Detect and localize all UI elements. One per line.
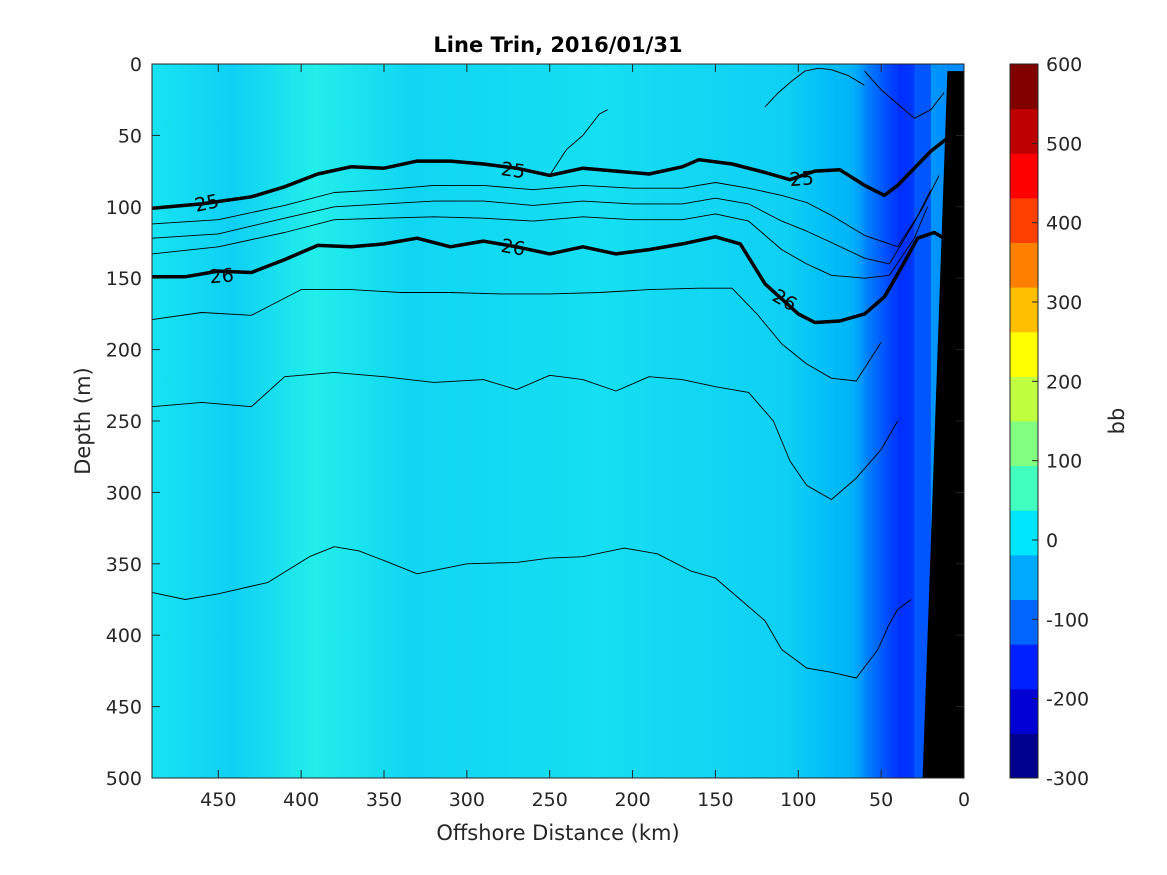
y-tick-label: 300 — [106, 482, 142, 504]
contour-line-thin — [152, 175, 940, 248]
y-tick-label: 400 — [106, 625, 142, 647]
contour-line-thin — [152, 206, 928, 279]
x-tick-label: 400 — [283, 789, 319, 811]
x-tick-label: 150 — [697, 789, 733, 811]
plot-area — [152, 64, 964, 778]
contour-label-26: 26 — [209, 264, 235, 288]
colorbar-tick-label: 600 — [1046, 54, 1082, 76]
y-axis: 0 50 100 150 200 250 300 350 400 450 500 — [106, 54, 964, 790]
colorbar-segment — [1010, 421, 1038, 467]
contour-line-thin — [549, 109, 608, 176]
colorbar-segment — [1010, 197, 1038, 243]
contour-line-thin — [152, 287, 882, 382]
chart-title: Line Trin, 2016/01/31 — [433, 33, 682, 57]
colorbar-segment — [1010, 510, 1038, 556]
y-tick-label: 250 — [106, 411, 142, 433]
y-tick-label: 150 — [106, 268, 142, 290]
colorbar-segment — [1010, 287, 1038, 333]
colorbar-tick-label: 100 — [1046, 451, 1082, 473]
colorbar-segment — [1010, 376, 1038, 422]
y-tick-label: 200 — [106, 340, 142, 362]
y-tick-label: 450 — [106, 697, 142, 719]
colorbar-tick-label: 200 — [1046, 371, 1082, 393]
x-tick-label: 100 — [780, 789, 816, 811]
field-background — [152, 64, 964, 778]
colorbar-segment — [1010, 64, 1038, 110]
x-tick-label: 450 — [200, 789, 236, 811]
colorbar-segment — [1010, 153, 1038, 199]
colorbar-segment — [1010, 644, 1038, 690]
contour-label-25: 25 — [500, 158, 527, 183]
y-tick-label: 0 — [130, 54, 142, 76]
colorbar-segment — [1010, 733, 1038, 779]
contour-line-thin — [764, 67, 865, 108]
colorbar-tick-label: -200 — [1046, 689, 1089, 711]
contour-line-thin — [152, 371, 899, 500]
x-axis-label: Offshore Distance (km) — [436, 821, 679, 845]
colorbar-segment — [1010, 599, 1038, 645]
colorbar-segment — [1010, 331, 1038, 377]
y-axis-label: Depth (m) — [71, 367, 95, 474]
band-2 — [897, 64, 931, 778]
colorbar-segment — [1010, 108, 1038, 154]
x-axis: 450 400 350 300 250 200 150 100 50 0 — [200, 64, 970, 811]
x-tick-label: 250 — [532, 789, 568, 811]
colorbar-tick-label: 400 — [1046, 213, 1082, 235]
colorbar-segment — [1010, 465, 1038, 511]
y-tick-label: 100 — [106, 197, 142, 219]
colorbar-tick-label: -100 — [1046, 609, 1089, 631]
colorbar-segment — [1010, 554, 1038, 600]
contour-line-thin — [152, 189, 932, 265]
y-tick-label: 350 — [106, 554, 142, 576]
colorbar-frame — [1009, 63, 1039, 779]
colorbar-tick-label: 300 — [1046, 292, 1082, 314]
contour-line-26 — [152, 230, 945, 325]
colorbar-segment — [1010, 242, 1038, 288]
x-tick-label: 200 — [614, 789, 650, 811]
bathymetry-shelf — [922, 71, 964, 778]
colorbar-tick-label: -300 — [1046, 768, 1089, 790]
colorbar-tick-label: 500 — [1046, 133, 1082, 155]
colorbar-segment — [1010, 688, 1038, 734]
y-tick-label: 500 — [106, 768, 142, 790]
value-bands — [848, 64, 931, 778]
x-tick-label: 300 — [449, 789, 485, 811]
contour-line-25 — [152, 136, 949, 210]
contour-label-25: 25 — [193, 190, 221, 217]
contour-lines — [152, 67, 949, 679]
x-tick-label: 50 — [869, 789, 893, 811]
x-tick-label: 350 — [366, 789, 402, 811]
x-tick-label: 0 — [958, 789, 970, 811]
contour-line-thin — [864, 70, 945, 119]
colorbar-tick-label: 0 — [1046, 530, 1058, 552]
contour-label-25: 25 — [789, 167, 815, 191]
y-tick-label: 50 — [118, 125, 142, 147]
colorbar: 600 500 400 300 200 100 0 -100 -200 -300 — [1009, 54, 1089, 790]
contour-label-26: 26 — [499, 235, 527, 261]
contour-line-thin — [152, 546, 912, 679]
colorbar-label: bb — [1105, 408, 1129, 435]
